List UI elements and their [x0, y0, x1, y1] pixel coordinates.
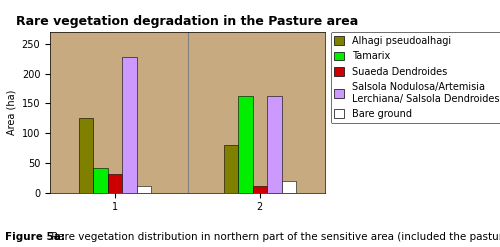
Bar	[267, 96, 281, 193]
Bar	[137, 185, 152, 193]
Y-axis label: Area (ha): Area (ha)	[6, 90, 16, 135]
Title: Rare vegetation degradation in the Pasture area: Rare vegetation degradation in the Pastu…	[16, 15, 358, 28]
Legend: Alhagi pseudoalhagi, Tamarix, Suaeda Dendroides, Salsola Nodulosa/Artemisia
Lerc: Alhagi pseudoalhagi, Tamarix, Suaeda Den…	[330, 32, 500, 123]
Bar	[224, 145, 238, 193]
Bar	[79, 118, 94, 193]
Text: Rare vegetation distribution in northern part of the sensitive area (included th: Rare vegetation distribution in northern…	[48, 232, 500, 242]
Text: Figure 5a:: Figure 5a:	[5, 232, 65, 242]
Bar	[252, 185, 267, 193]
Bar	[94, 168, 108, 193]
Bar	[122, 57, 137, 193]
Bar	[108, 174, 122, 193]
Bar	[238, 96, 252, 193]
Bar	[282, 181, 296, 193]
